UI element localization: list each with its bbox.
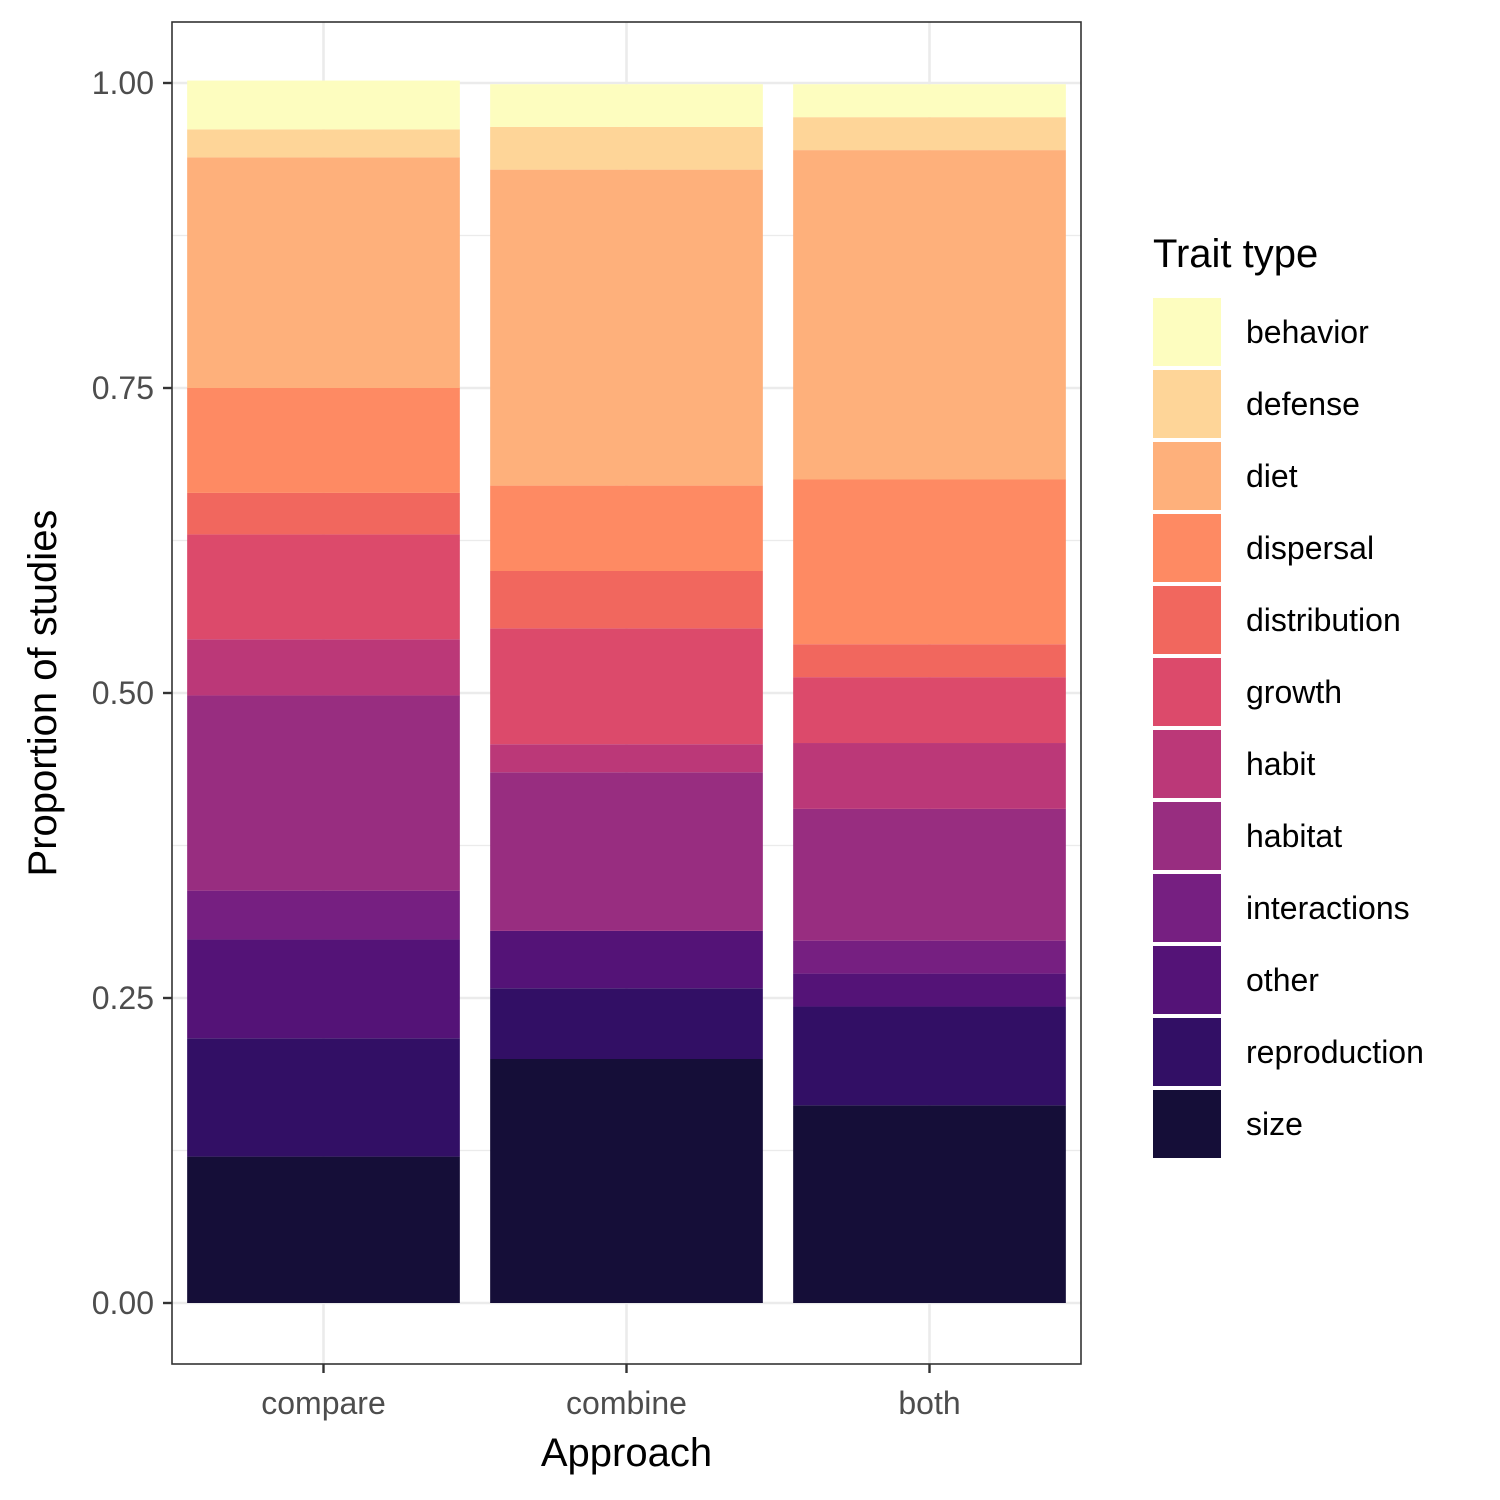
legend-label-behavior: behavior xyxy=(1246,314,1369,350)
bar-segment-compare-growth xyxy=(187,534,460,640)
y-tick-label: 0.50 xyxy=(92,675,154,711)
y-tick-label: 1.00 xyxy=(92,65,154,101)
bar-segment-combine-habit xyxy=(490,744,763,773)
bar-segment-compare-reproduction xyxy=(187,1038,460,1157)
bar-segment-compare-distribution xyxy=(187,492,460,535)
legend-key-diet xyxy=(1153,442,1221,510)
y-tick-label: 0.25 xyxy=(92,980,154,1016)
x-tick-label: both xyxy=(898,1385,960,1421)
x-tick-label: combine xyxy=(566,1385,687,1421)
bar-segment-both-other xyxy=(793,973,1066,1007)
legend-key-reproduction xyxy=(1153,1018,1221,1086)
legend-label-defense: defense xyxy=(1246,386,1360,422)
legend-key-other xyxy=(1153,946,1221,1014)
bar-segment-both-distribution xyxy=(793,644,1066,678)
legend-key-defense xyxy=(1153,370,1221,438)
bar-segment-compare-behavior xyxy=(187,80,460,130)
legend: Trait type behavior defense diet dispersal d… xyxy=(1153,232,1424,1158)
y-axis: 0.00 0.25 0.50 0.75 1.00 xyxy=(92,65,172,1321)
legend-key-habitat xyxy=(1153,802,1221,870)
x-axis-title: Approach xyxy=(541,1431,712,1475)
bar-segment-combine-reproduction xyxy=(490,988,763,1059)
bar-segment-combine-other xyxy=(490,930,763,989)
legend-label-growth: growth xyxy=(1246,674,1342,710)
bar-segment-combine-distribution xyxy=(490,571,763,629)
bar-segment-combine-defense xyxy=(490,126,763,170)
legend-key-distribution xyxy=(1153,586,1221,654)
legend-label-diet: diet xyxy=(1246,458,1298,494)
bar-segment-compare-other xyxy=(187,939,460,1039)
legend-label-distribution: distribution xyxy=(1246,602,1401,638)
bar-segment-compare-diet xyxy=(187,157,460,388)
bar-segment-combine-diet xyxy=(490,169,763,486)
bar-segment-both-behavior xyxy=(793,84,1066,118)
legend-key-habit xyxy=(1153,730,1221,798)
legend-label-habit: habit xyxy=(1246,746,1316,782)
bar-segment-combine-habitat xyxy=(490,772,763,931)
legend-label-reproduction: reproduction xyxy=(1246,1034,1424,1070)
y-tick-label: 0.75 xyxy=(92,370,154,406)
bar-segment-combine-dispersal xyxy=(490,485,763,571)
bar-segment-both-reproduction xyxy=(793,1006,1066,1106)
legend-key-interactions xyxy=(1153,874,1221,942)
legend-label-other: other xyxy=(1246,962,1319,998)
bar-segment-combine-growth xyxy=(490,628,763,745)
bars xyxy=(187,80,1066,1303)
bar-segment-both-size xyxy=(793,1105,1066,1303)
y-tick-label: 0.00 xyxy=(92,1285,154,1321)
bar-segment-both-growth xyxy=(793,677,1066,744)
bar-segment-both-interactions xyxy=(793,940,1066,974)
x-axis: compare combine both xyxy=(261,1364,961,1421)
legend-label-size: size xyxy=(1246,1106,1303,1142)
bar-segment-compare-interactions xyxy=(187,890,460,940)
bar-segment-compare-habit xyxy=(187,639,460,696)
bar-segment-both-habit xyxy=(793,743,1066,809)
bar-segment-both-diet xyxy=(793,150,1066,480)
legend-key-size xyxy=(1153,1090,1221,1158)
bar-segment-combine-behavior xyxy=(490,84,763,127)
y-axis-title: Proportion of studies xyxy=(21,510,65,877)
legend-title: Trait type xyxy=(1153,232,1318,276)
bar-segment-both-dispersal xyxy=(793,479,1066,645)
legend-label-interactions: interactions xyxy=(1246,890,1410,926)
legend-key-behavior xyxy=(1153,298,1221,366)
bar-segment-combine-size xyxy=(490,1059,763,1303)
legend-items: behavior defense diet dispersal distribution… xyxy=(1153,298,1424,1158)
legend-label-habitat: habitat xyxy=(1246,818,1342,854)
legend-key-dispersal xyxy=(1153,514,1221,582)
bar-segment-both-defense xyxy=(793,117,1066,151)
bar-segment-both-habitat xyxy=(793,808,1066,941)
bar-segment-compare-size xyxy=(187,1156,460,1303)
legend-key-growth xyxy=(1153,658,1221,726)
x-tick-label: compare xyxy=(261,1385,386,1421)
legend-label-dispersal: dispersal xyxy=(1246,530,1374,566)
bar-segment-compare-defense xyxy=(187,129,460,158)
bar-segment-compare-habitat xyxy=(187,695,460,891)
bar-segment-compare-dispersal xyxy=(187,388,460,493)
